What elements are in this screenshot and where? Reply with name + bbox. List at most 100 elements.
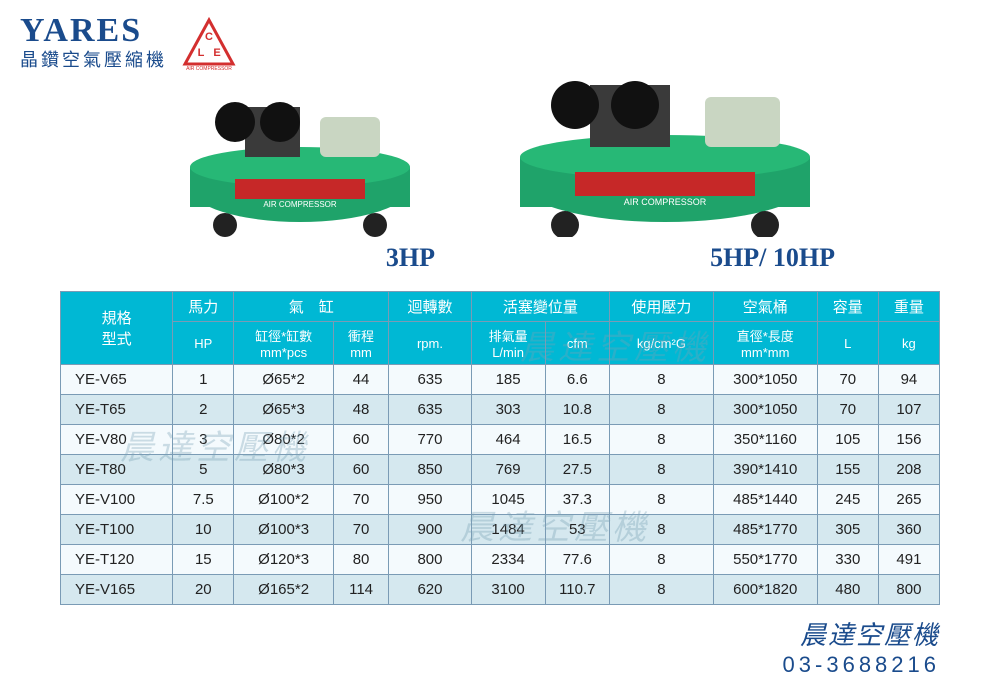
cell-model: YE-V100: [61, 485, 173, 515]
cell-capacity: 330: [817, 545, 878, 575]
th-hp: HP: [173, 322, 234, 365]
spec-table-head: 規格型式 馬力 氣 缸 迴轉數 活塞變位量 使用壓力 空氣桶 容量 重量 HP …: [61, 292, 940, 365]
cell-stroke: 44: [333, 365, 388, 395]
th-capacity: L: [817, 322, 878, 365]
product-images-row: AIR COMPRESSOR 3HP AIR COMPRESSOR 5HP/ 1…: [0, 47, 1000, 273]
cell-bore: Ø165*2: [234, 575, 334, 605]
cell-lmin: 1484: [471, 515, 545, 545]
cell-hp: 10: [173, 515, 234, 545]
cell-rpm: 850: [389, 455, 471, 485]
cell-pressure: 8: [610, 455, 714, 485]
th-bore: 缸徑*缸數mm*pcs: [234, 322, 334, 365]
th-rpm: rpm.: [389, 322, 471, 365]
cell-tank: 300*1050: [713, 365, 817, 395]
cell-bore: Ø100*3: [234, 515, 334, 545]
cell-rpm: 635: [389, 395, 471, 425]
cell-model: YE-V80: [61, 425, 173, 455]
cell-pressure: 8: [610, 425, 714, 455]
compressor-large-label: 5HP/ 10HP: [710, 243, 835, 273]
cell-weight: 107: [878, 395, 939, 425]
cell-weight: 265: [878, 485, 939, 515]
cell-cfm: 6.6: [545, 365, 610, 395]
cell-cfm: 10.8: [545, 395, 610, 425]
svg-text:AIR COMPRESSOR: AIR COMPRESSOR: [263, 200, 337, 209]
cell-hp: 7.5: [173, 485, 234, 515]
spec-table-body: YE-V651Ø65*2446351856.68300*10507094YE-T…: [61, 365, 940, 605]
cell-bore: Ø65*2: [234, 365, 334, 395]
cell-bore: Ø80*3: [234, 455, 334, 485]
cell-capacity: 105: [817, 425, 878, 455]
cell-rpm: 800: [389, 545, 471, 575]
cell-cfm: 53: [545, 515, 610, 545]
table-row: YE-V1007.5Ø100*270950104537.38485*144024…: [61, 485, 940, 515]
cell-capacity: 155: [817, 455, 878, 485]
cell-stroke: 48: [333, 395, 388, 425]
svg-text:L: L: [198, 47, 205, 59]
cell-capacity: 70: [817, 395, 878, 425]
th-tank-top: 空氣桶: [713, 292, 817, 322]
cell-rpm: 620: [389, 575, 471, 605]
cell-rpm: 635: [389, 365, 471, 395]
svg-text:C: C: [205, 31, 213, 43]
cell-pressure: 8: [610, 575, 714, 605]
table-row: YE-T10010Ø100*3709001484538485*177030536…: [61, 515, 940, 545]
cell-hp: 20: [173, 575, 234, 605]
cell-tank: 485*1770: [713, 515, 817, 545]
cell-weight: 156: [878, 425, 939, 455]
cell-capacity: 480: [817, 575, 878, 605]
cell-stroke: 70: [333, 485, 388, 515]
cell-weight: 491: [878, 545, 939, 575]
cell-pressure: 8: [610, 395, 714, 425]
cell-model: YE-T80: [61, 455, 173, 485]
th-cfm: cfm: [545, 322, 610, 365]
cell-pressure: 8: [610, 365, 714, 395]
cell-hp: 15: [173, 545, 234, 575]
cell-stroke: 60: [333, 425, 388, 455]
cell-hp: 2: [173, 395, 234, 425]
th-displacement: 活塞變位量: [471, 292, 609, 322]
th-tank: 直徑*長度mm*mm: [713, 322, 817, 365]
cell-capacity: 245: [817, 485, 878, 515]
cell-weight: 208: [878, 455, 939, 485]
cell-model: YE-T65: [61, 395, 173, 425]
svg-text:E: E: [213, 47, 220, 59]
cell-weight: 800: [878, 575, 939, 605]
cell-cfm: 16.5: [545, 425, 610, 455]
cell-stroke: 60: [333, 455, 388, 485]
cell-lmin: 1045: [471, 485, 545, 515]
compressor-small-block: AIR COMPRESSOR 3HP: [165, 67, 435, 273]
th-pressure: kg/cm²G: [610, 322, 714, 365]
cell-bore: Ø100*2: [234, 485, 334, 515]
cell-model: YE-V165: [61, 575, 173, 605]
table-row: YE-V651Ø65*2446351856.68300*10507094: [61, 365, 940, 395]
cell-tank: 550*1770: [713, 545, 817, 575]
table-row: YE-T12015Ø120*380800233477.68550*1770330…: [61, 545, 940, 575]
th-lmin: 排氣量L/min: [471, 322, 545, 365]
compressor-small-label: 3HP: [386, 243, 435, 273]
cell-rpm: 950: [389, 485, 471, 515]
footer-company-name: 晨達空壓機: [783, 615, 940, 652]
cell-bore: Ø65*3: [234, 395, 334, 425]
compressor-large-block: AIR COMPRESSOR 5HP/ 10HP: [495, 47, 835, 273]
cell-hp: 3: [173, 425, 234, 455]
cell-bore: Ø80*2: [234, 425, 334, 455]
th-hp-top: 馬力: [173, 292, 234, 322]
table-row: YE-T805Ø80*36085076927.58390*1410155208: [61, 455, 940, 485]
th-weight-top: 重量: [878, 292, 939, 322]
table-row: YE-V803Ø80*26077046416.58350*1160105156: [61, 425, 940, 455]
cell-tank: 600*1820: [713, 575, 817, 605]
cell-lmin: 3100: [471, 575, 545, 605]
cell-weight: 360: [878, 515, 939, 545]
cell-weight: 94: [878, 365, 939, 395]
cell-lmin: 464: [471, 425, 545, 455]
cell-tank: 350*1160: [713, 425, 817, 455]
cell-rpm: 900: [389, 515, 471, 545]
cell-model: YE-V65: [61, 365, 173, 395]
th-pressure-top: 使用壓力: [610, 292, 714, 322]
th-weight: kg: [878, 322, 939, 365]
cell-stroke: 114: [333, 575, 388, 605]
cell-lmin: 2334: [471, 545, 545, 575]
cell-lmin: 769: [471, 455, 545, 485]
cell-pressure: 8: [610, 515, 714, 545]
spec-table: 規格型式 馬力 氣 缸 迴轉數 活塞變位量 使用壓力 空氣桶 容量 重量 HP …: [60, 291, 940, 605]
